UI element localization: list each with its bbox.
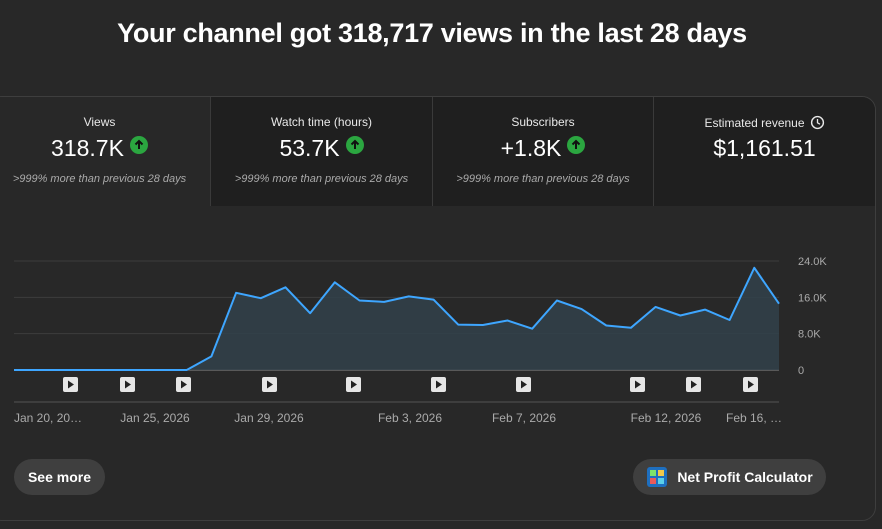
net-profit-calculator-label: Net Profit Calculator [677,469,813,485]
play-icon [436,380,442,389]
arrow-up-icon [345,136,364,154]
metric-label: Subscribers [511,115,575,129]
metric-label: Watch time (hours) [271,115,372,129]
x-tick-label: Jan 25, 2026 [120,411,190,425]
arrow-up-icon [129,136,148,154]
see-more-button[interactable]: See more [14,459,105,495]
play-icon [691,380,697,389]
tab-views[interactable]: Views 318.7K >999% more than previous 28… [0,97,211,206]
y-tick-label: 24.0K [798,256,827,268]
metric-value: 53.7K [211,135,432,162]
metric-note: >999% more than previous 28 days [234,173,409,185]
y-tick-label: 0 [798,365,804,377]
metric-value: $1,161.51 [713,135,816,161]
play-icon [125,380,131,389]
metric-label: Views [83,115,116,129]
play-icon [68,380,74,389]
play-icon [748,380,754,389]
x-tick-label: Jan 29, 2026 [234,411,304,425]
metric-note: >999% more than previous 28 days [456,173,630,185]
tab-watch-time[interactable]: Watch time (hours) 53.7K >999% more than… [211,97,433,206]
arrow-up-icon [567,136,586,154]
clock-icon [810,115,824,130]
x-tick-label: Feb 3, 2026 [378,411,442,425]
views-line [14,266,780,371]
play-icon [521,380,527,389]
x-tick-label: Feb 12, 2026 [631,411,702,425]
play-icon [351,380,357,389]
play-icon [635,380,641,389]
views-area [14,267,779,370]
x-tick-label: Feb 16, … [726,411,782,425]
y-tick-label: 16.0K [798,292,827,304]
x-tick-label: Feb 7, 2026 [492,411,556,425]
x-tick-label: Jan 20, 20… [14,411,82,425]
metric-note: >999% more than previous 28 days [12,173,187,185]
metric-label: Estimated revenue [654,115,875,130]
net-profit-calculator-button[interactable]: Net Profit Calculator [633,459,826,495]
y-tick-label: 8.0K [798,329,821,341]
play-icon [267,380,273,389]
tab-estimated-revenue[interactable]: Estimated revenue $1,161.51 [654,97,875,206]
metric-tabs: Views 318.7K >999% more than previous 28… [0,97,875,206]
play-icon [181,380,187,389]
metric-value: 318.7K [0,135,210,162]
page-title: Your channel got 318,717 views in the la… [117,18,747,48]
tab-subscribers[interactable]: Subscribers +1.8K >999% more than previo… [433,97,654,206]
metric-value: +1.8K [433,135,653,162]
calculator-logo-icon [647,467,668,487]
